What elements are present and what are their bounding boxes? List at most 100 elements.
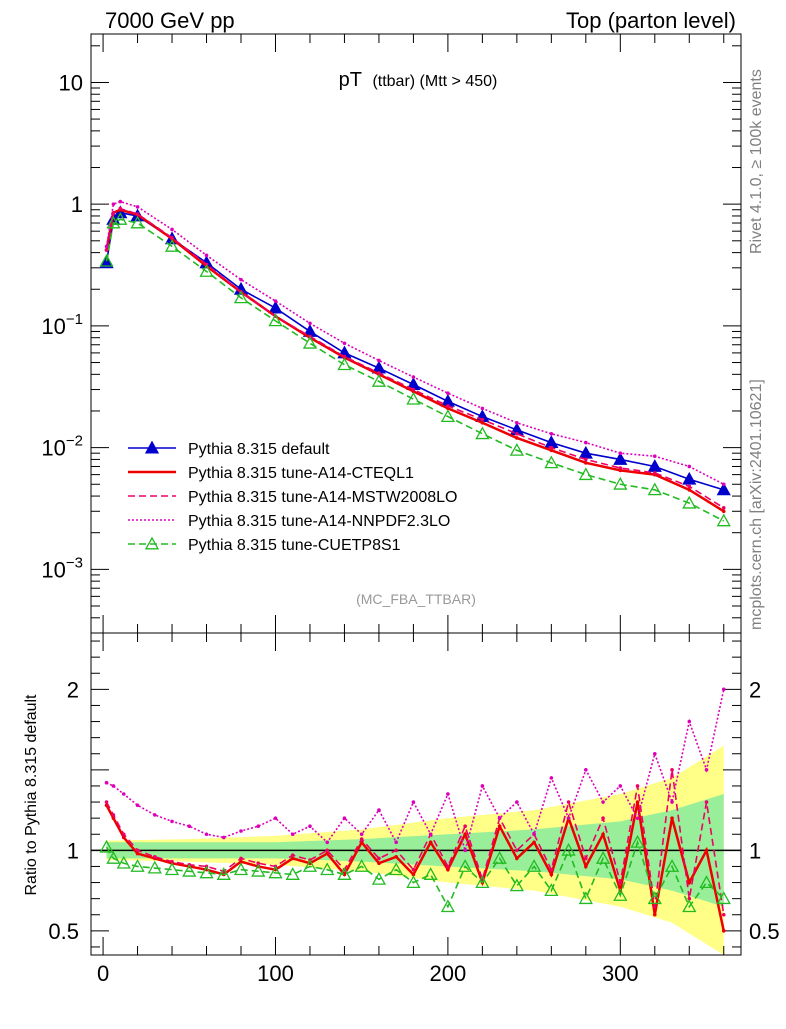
ratio-point xyxy=(121,835,126,840)
data-point xyxy=(342,341,347,346)
ratio-point xyxy=(121,832,126,837)
ratio-y-tick-label-left: 2 xyxy=(67,677,79,702)
ratio-point xyxy=(601,800,605,804)
mcplots-label: mcplots.cern.ch [arXiv:2401.10621] xyxy=(748,379,765,630)
ratio-point xyxy=(121,792,126,796)
ratio-point xyxy=(325,848,330,853)
ratio-point xyxy=(116,855,131,869)
x-tick-label: 300 xyxy=(602,961,639,986)
ratio-point xyxy=(394,840,398,845)
data-point xyxy=(613,452,628,465)
data-point xyxy=(342,354,347,359)
series-line xyxy=(105,200,725,485)
rivet-label: Rivet 4.1.0, ≥ 100k events xyxy=(748,69,765,254)
data-point xyxy=(618,451,623,455)
y-tick-label-base: 10 xyxy=(41,557,65,582)
data-point xyxy=(135,205,140,209)
ratio-point xyxy=(290,853,295,857)
ratio-point xyxy=(595,851,611,864)
ratio-line xyxy=(105,769,725,915)
ratio-point xyxy=(549,872,554,877)
ratio-point xyxy=(337,867,352,880)
series-line xyxy=(105,218,725,522)
ratio-point xyxy=(664,859,680,872)
ratio-point xyxy=(411,800,416,804)
data-point xyxy=(440,409,456,422)
y-tick-label: 10−3 xyxy=(41,554,83,582)
data-point xyxy=(130,215,145,229)
legend-label: Pythia 8.315 tune-A14-MSTW2008LO xyxy=(188,489,457,506)
ratio-point xyxy=(394,848,398,853)
data-point xyxy=(584,440,588,445)
ratio-point xyxy=(635,816,640,820)
ratio-series-2 xyxy=(104,687,726,854)
y-tick-label: 1 xyxy=(71,192,83,217)
data-point xyxy=(515,431,519,436)
y-tick-label-base: 10 xyxy=(59,70,83,95)
ratio-point xyxy=(285,867,300,880)
data-point xyxy=(233,290,249,304)
ratio-point xyxy=(377,856,381,861)
legend-label: Pythia 8.315 tune-A14-NNPDF2.3LO xyxy=(188,513,450,530)
ratio-plot: Ratio to Pythia 8.315 default 0 100 200 300… xyxy=(23,632,780,986)
ratio-point xyxy=(135,848,140,853)
ratio-point xyxy=(721,912,726,917)
data-point xyxy=(652,454,657,459)
ratio-point xyxy=(699,875,714,888)
ratio-point xyxy=(290,832,295,837)
ratio-point xyxy=(670,768,674,772)
ratio-y-tick-label-right: 1 xyxy=(749,838,761,863)
data-point xyxy=(118,206,123,211)
data-point xyxy=(652,471,657,475)
ratio-line xyxy=(106,689,725,854)
data-point xyxy=(99,253,114,267)
ratio-point xyxy=(566,816,571,820)
data-point xyxy=(682,471,697,485)
ratio-point xyxy=(377,808,381,812)
ratio-point xyxy=(497,824,502,828)
ratio-point xyxy=(204,832,209,837)
ratio-point xyxy=(389,862,404,876)
y-tick-label: 10−1 xyxy=(41,311,83,339)
y-tick-label-base: 1 xyxy=(71,192,83,217)
ratio-point xyxy=(325,851,330,856)
ratio-point xyxy=(99,839,114,853)
ratio-point xyxy=(290,856,295,861)
data-point xyxy=(268,300,283,314)
data-point xyxy=(104,248,109,252)
ratio-point xyxy=(721,929,726,933)
plot-title-sub: (ttbar) (Mtt > 450) xyxy=(372,73,497,90)
ratio-point xyxy=(423,867,438,880)
ratio-point xyxy=(233,862,249,876)
ratio-point xyxy=(199,865,214,879)
ratio-point xyxy=(239,859,243,864)
legend-item: Pythia 8.315 tune-A14-NNPDF2.3LO xyxy=(128,513,450,530)
data-point xyxy=(721,482,726,487)
data-point xyxy=(199,264,214,277)
data-point xyxy=(687,488,692,492)
plot-title-main: pT xyxy=(339,69,362,91)
ratio-point xyxy=(152,854,157,859)
data-point xyxy=(687,464,692,469)
legend-item: Pythia 8.315 tune-A14-CTEQL1 xyxy=(128,465,414,482)
ratio-point xyxy=(308,824,312,828)
y-tick-label: 10 xyxy=(59,70,83,95)
ratio-point xyxy=(428,832,433,837)
legend-label: Pythia 8.315 tune-CUETP8S1 xyxy=(188,537,401,554)
ratio-point xyxy=(359,837,364,841)
data-point xyxy=(480,417,485,422)
data-point xyxy=(687,484,692,489)
x-tick-label: 200 xyxy=(430,961,467,986)
ratio-point xyxy=(578,891,593,905)
ratio-point xyxy=(152,813,157,817)
ratio-point xyxy=(515,856,519,861)
ratio-point xyxy=(652,912,657,917)
data-point xyxy=(721,506,726,510)
y-tick-label-base: 10 xyxy=(41,436,65,461)
ratio-point xyxy=(687,719,692,724)
ratio-point xyxy=(704,848,709,853)
data-point xyxy=(549,448,554,453)
ratio-point xyxy=(687,880,692,885)
ratio-point xyxy=(652,751,657,756)
data-point xyxy=(113,212,128,225)
